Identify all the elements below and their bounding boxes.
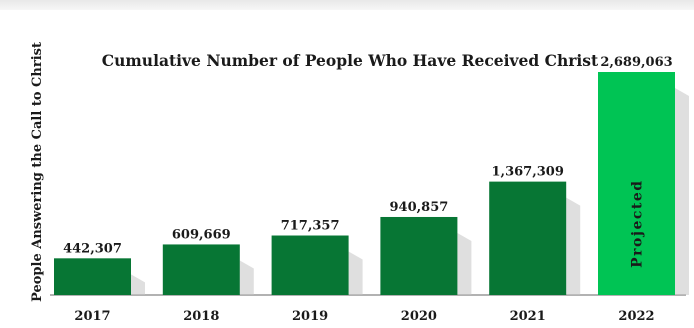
bar-shadow-2021 <box>566 197 581 295</box>
x-tick-label-2017: 2017 <box>74 309 110 324</box>
x-tick-label-2019: 2019 <box>292 309 328 324</box>
bars-group <box>54 72 675 295</box>
bar-shadow-2017 <box>131 274 145 295</box>
x-tick-label-2021: 2021 <box>510 309 546 324</box>
bar-shadow-2019 <box>348 251 363 295</box>
value-label-2019: 717,357 <box>281 219 340 234</box>
y-axis-label: People Answering the Call to Christ <box>30 42 45 302</box>
bar-2021 <box>489 181 567 295</box>
x-tick-label-2018: 2018 <box>183 309 219 324</box>
x-tick-label-2022: 2022 <box>618 309 654 324</box>
value-label-2020: 940,857 <box>389 200 448 215</box>
bar-2019 <box>271 235 349 295</box>
x-tick-label-2020: 2020 <box>401 309 437 324</box>
bar-shadow-2018 <box>239 260 254 295</box>
value-label-2022: 2,689,063 <box>600 55 672 70</box>
value-label-2017: 442,307 <box>63 241 122 256</box>
bar-2022 <box>598 72 675 295</box>
annotation-projected: Projected <box>630 179 646 267</box>
bar-2018 <box>162 244 240 295</box>
bar-2020 <box>380 216 458 295</box>
chart-title: Cumulative Number of People Who Have Rec… <box>102 51 599 70</box>
value-label-2021: 1,367,309 <box>492 165 564 180</box>
bar-shadow-2022 <box>675 88 689 295</box>
annotations-group: Projected <box>630 179 646 267</box>
value-label-2018: 609,669 <box>172 227 231 242</box>
bar-shadow-2020 <box>457 232 472 295</box>
bar-shadows <box>131 88 689 295</box>
value-labels-group: 442,307 609,669 717,357 940,857 1,367,309 2,6… <box>63 55 673 256</box>
bar-2017 <box>54 258 131 295</box>
x-tick-labels-group: 2017 2018 2019 2020 2021 2022 <box>74 309 654 324</box>
